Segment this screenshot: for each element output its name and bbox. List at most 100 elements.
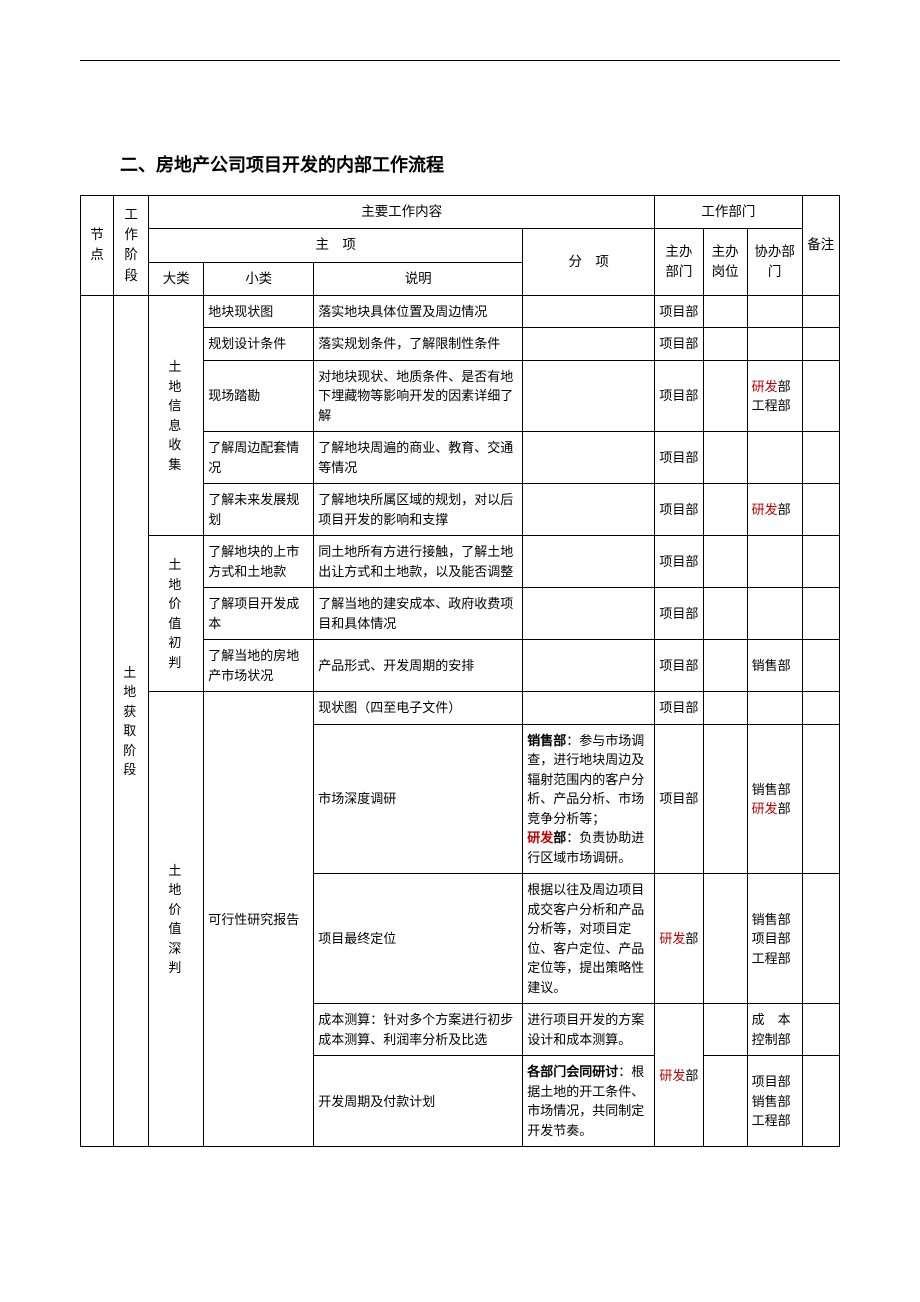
branch-cell (523, 295, 655, 328)
desc-cell: 落实规划条件，了解限制性条件 (314, 328, 523, 361)
table-body: 土地获取阶段土地信息收集地块现状图落实地块具体位置及周边情况项目部规划设计条件落… (81, 295, 840, 1147)
assist-cell: 成 本控制部 (747, 1004, 802, 1056)
stage-cell: 土地获取阶段 (114, 295, 149, 1147)
pos-cell (703, 432, 747, 484)
assist-cell: 研发部 (747, 484, 802, 536)
assist-cell (747, 295, 802, 328)
note-cell (802, 360, 839, 432)
dept-cell: 研发部 (655, 874, 703, 1004)
branch-cell (523, 588, 655, 640)
note-cell (802, 484, 839, 536)
pos-cell (703, 692, 747, 725)
pos-cell (703, 588, 747, 640)
assist-cell: 研发部工程部 (747, 360, 802, 432)
branch-cell (523, 536, 655, 588)
dept-cell: 项目部 (655, 295, 703, 328)
note-cell (802, 1056, 839, 1147)
note-cell (802, 724, 839, 874)
note-cell (802, 295, 839, 328)
assist-cell: 销售部项目部工程部 (747, 874, 802, 1004)
branch-cell (523, 640, 655, 692)
table-row: 土地获取阶段土地信息收集地块现状图落实地块具体位置及周边情况项目部 (81, 295, 840, 328)
hdr-branch: 分 项 (523, 229, 655, 296)
hdr-cat: 大类 (149, 262, 204, 295)
desc-cell: 开发周期及付款计划 (314, 1056, 523, 1147)
node-cell (81, 295, 114, 1147)
pos-cell (703, 640, 747, 692)
desc-cell: 对地块现状、地质条件、是否有地下埋藏物等影响开发的因素详细了解 (314, 360, 523, 432)
cat-cell-2: 土地价值深判 (149, 692, 204, 1147)
pos-cell (703, 360, 747, 432)
desc-cell: 现状图（四至电子文件） (314, 692, 523, 725)
hdr-stage: 工作阶段 (114, 196, 149, 296)
desc-cell: 同土地所有方进行接触，了解土地出让方式和土地款，以及能否调整 (314, 536, 523, 588)
assist-cell (747, 588, 802, 640)
hdr-dept: 主办部门 (655, 229, 703, 296)
sub-cell: 可行性研究报告 (204, 692, 314, 1147)
dept-cell: 项目部 (655, 640, 703, 692)
assist-cell: 销售部 (747, 640, 802, 692)
note-cell (802, 1004, 839, 1056)
desc-cell: 产品形式、开发周期的安排 (314, 640, 523, 692)
assist-cell (747, 692, 802, 725)
branch-cell: 进行项目开发的方案设计和成本测算。 (523, 1004, 655, 1056)
sub-cell: 了解未来发展规划 (204, 484, 314, 536)
note-cell (802, 536, 839, 588)
hdr-sub: 小类 (204, 262, 314, 295)
page-top-rule (80, 60, 840, 61)
dept-cell: 项目部 (655, 432, 703, 484)
dept-cell: 项目部 (655, 724, 703, 874)
note-cell (802, 432, 839, 484)
pos-cell (703, 328, 747, 361)
sub-cell: 了解当地的房地产市场状况 (204, 640, 314, 692)
dept-cell: 研发部 (655, 1004, 703, 1147)
sub-cell: 规划设计条件 (204, 328, 314, 361)
dept-cell: 项目部 (655, 328, 703, 361)
branch-cell (523, 360, 655, 432)
section-title: 二、房地产公司项目开发的内部工作流程 (120, 151, 840, 177)
pos-cell (703, 1004, 747, 1056)
desc-cell: 落实地块具体位置及周边情况 (314, 295, 523, 328)
pos-cell (703, 484, 747, 536)
branch-cell: 根据以往及周边项目成交客户分析和产品分析等，对项目定位、客户定位、产品定位等，提… (523, 874, 655, 1004)
desc-cell: 了解地块所属区域的规划，对以后项目开发的影响和支撑 (314, 484, 523, 536)
sub-cell: 了解项目开发成本 (204, 588, 314, 640)
hdr-note: 备注 (802, 196, 839, 296)
hdr-node: 节点 (81, 196, 114, 296)
desc-cell: 成本测算：针对多个方案进行初步成本测算、利润率分析及比选 (314, 1004, 523, 1056)
sub-cell: 了解地块的上市方式和土地款 (204, 536, 314, 588)
assist-cell (747, 328, 802, 361)
note-cell (802, 588, 839, 640)
hdr-main-item: 主 项 (149, 229, 523, 262)
table-header: 节点 工作阶段 主要工作内容 工作部门 备注 主 项 分 项 主办部门 主办岗位… (81, 196, 840, 296)
note-cell (802, 328, 839, 361)
hdr-assist: 协办部门 (747, 229, 802, 296)
cat-cell-1: 土地价值初判 (149, 536, 204, 692)
dept-cell: 项目部 (655, 588, 703, 640)
sub-cell: 了解周边配套情况 (204, 432, 314, 484)
desc-cell: 项目最终定位 (314, 874, 523, 1004)
pos-cell (703, 295, 747, 328)
hdr-pos: 主办岗位 (703, 229, 747, 296)
pos-cell (703, 536, 747, 588)
assist-cell: 销售部研发部 (747, 724, 802, 874)
note-cell (802, 640, 839, 692)
sub-cell: 地块现状图 (204, 295, 314, 328)
table-row: 土地价值深判可行性研究报告现状图（四至电子文件）项目部 (81, 692, 840, 725)
table-row: 土地价值初判了解地块的上市方式和土地款同土地所有方进行接触，了解土地出让方式和土… (81, 536, 840, 588)
pos-cell (703, 724, 747, 874)
dept-cell: 项目部 (655, 360, 703, 432)
cat-cell-0: 土地信息收集 (149, 295, 204, 536)
sub-cell: 现场踏勘 (204, 360, 314, 432)
branch-cell (523, 692, 655, 725)
desc-cell: 了解地块周遍的商业、教育、交通等情况 (314, 432, 523, 484)
note-cell (802, 874, 839, 1004)
note-cell (802, 692, 839, 725)
assist-cell: 项目部销售部工程部 (747, 1056, 802, 1147)
desc-cell: 了解当地的建安成本、政府收费项目和具体情况 (314, 588, 523, 640)
hdr-work-dept: 工作部门 (655, 196, 802, 229)
dept-cell: 项目部 (655, 484, 703, 536)
assist-cell (747, 432, 802, 484)
pos-cell (703, 874, 747, 1004)
pos-cell (703, 1056, 747, 1147)
